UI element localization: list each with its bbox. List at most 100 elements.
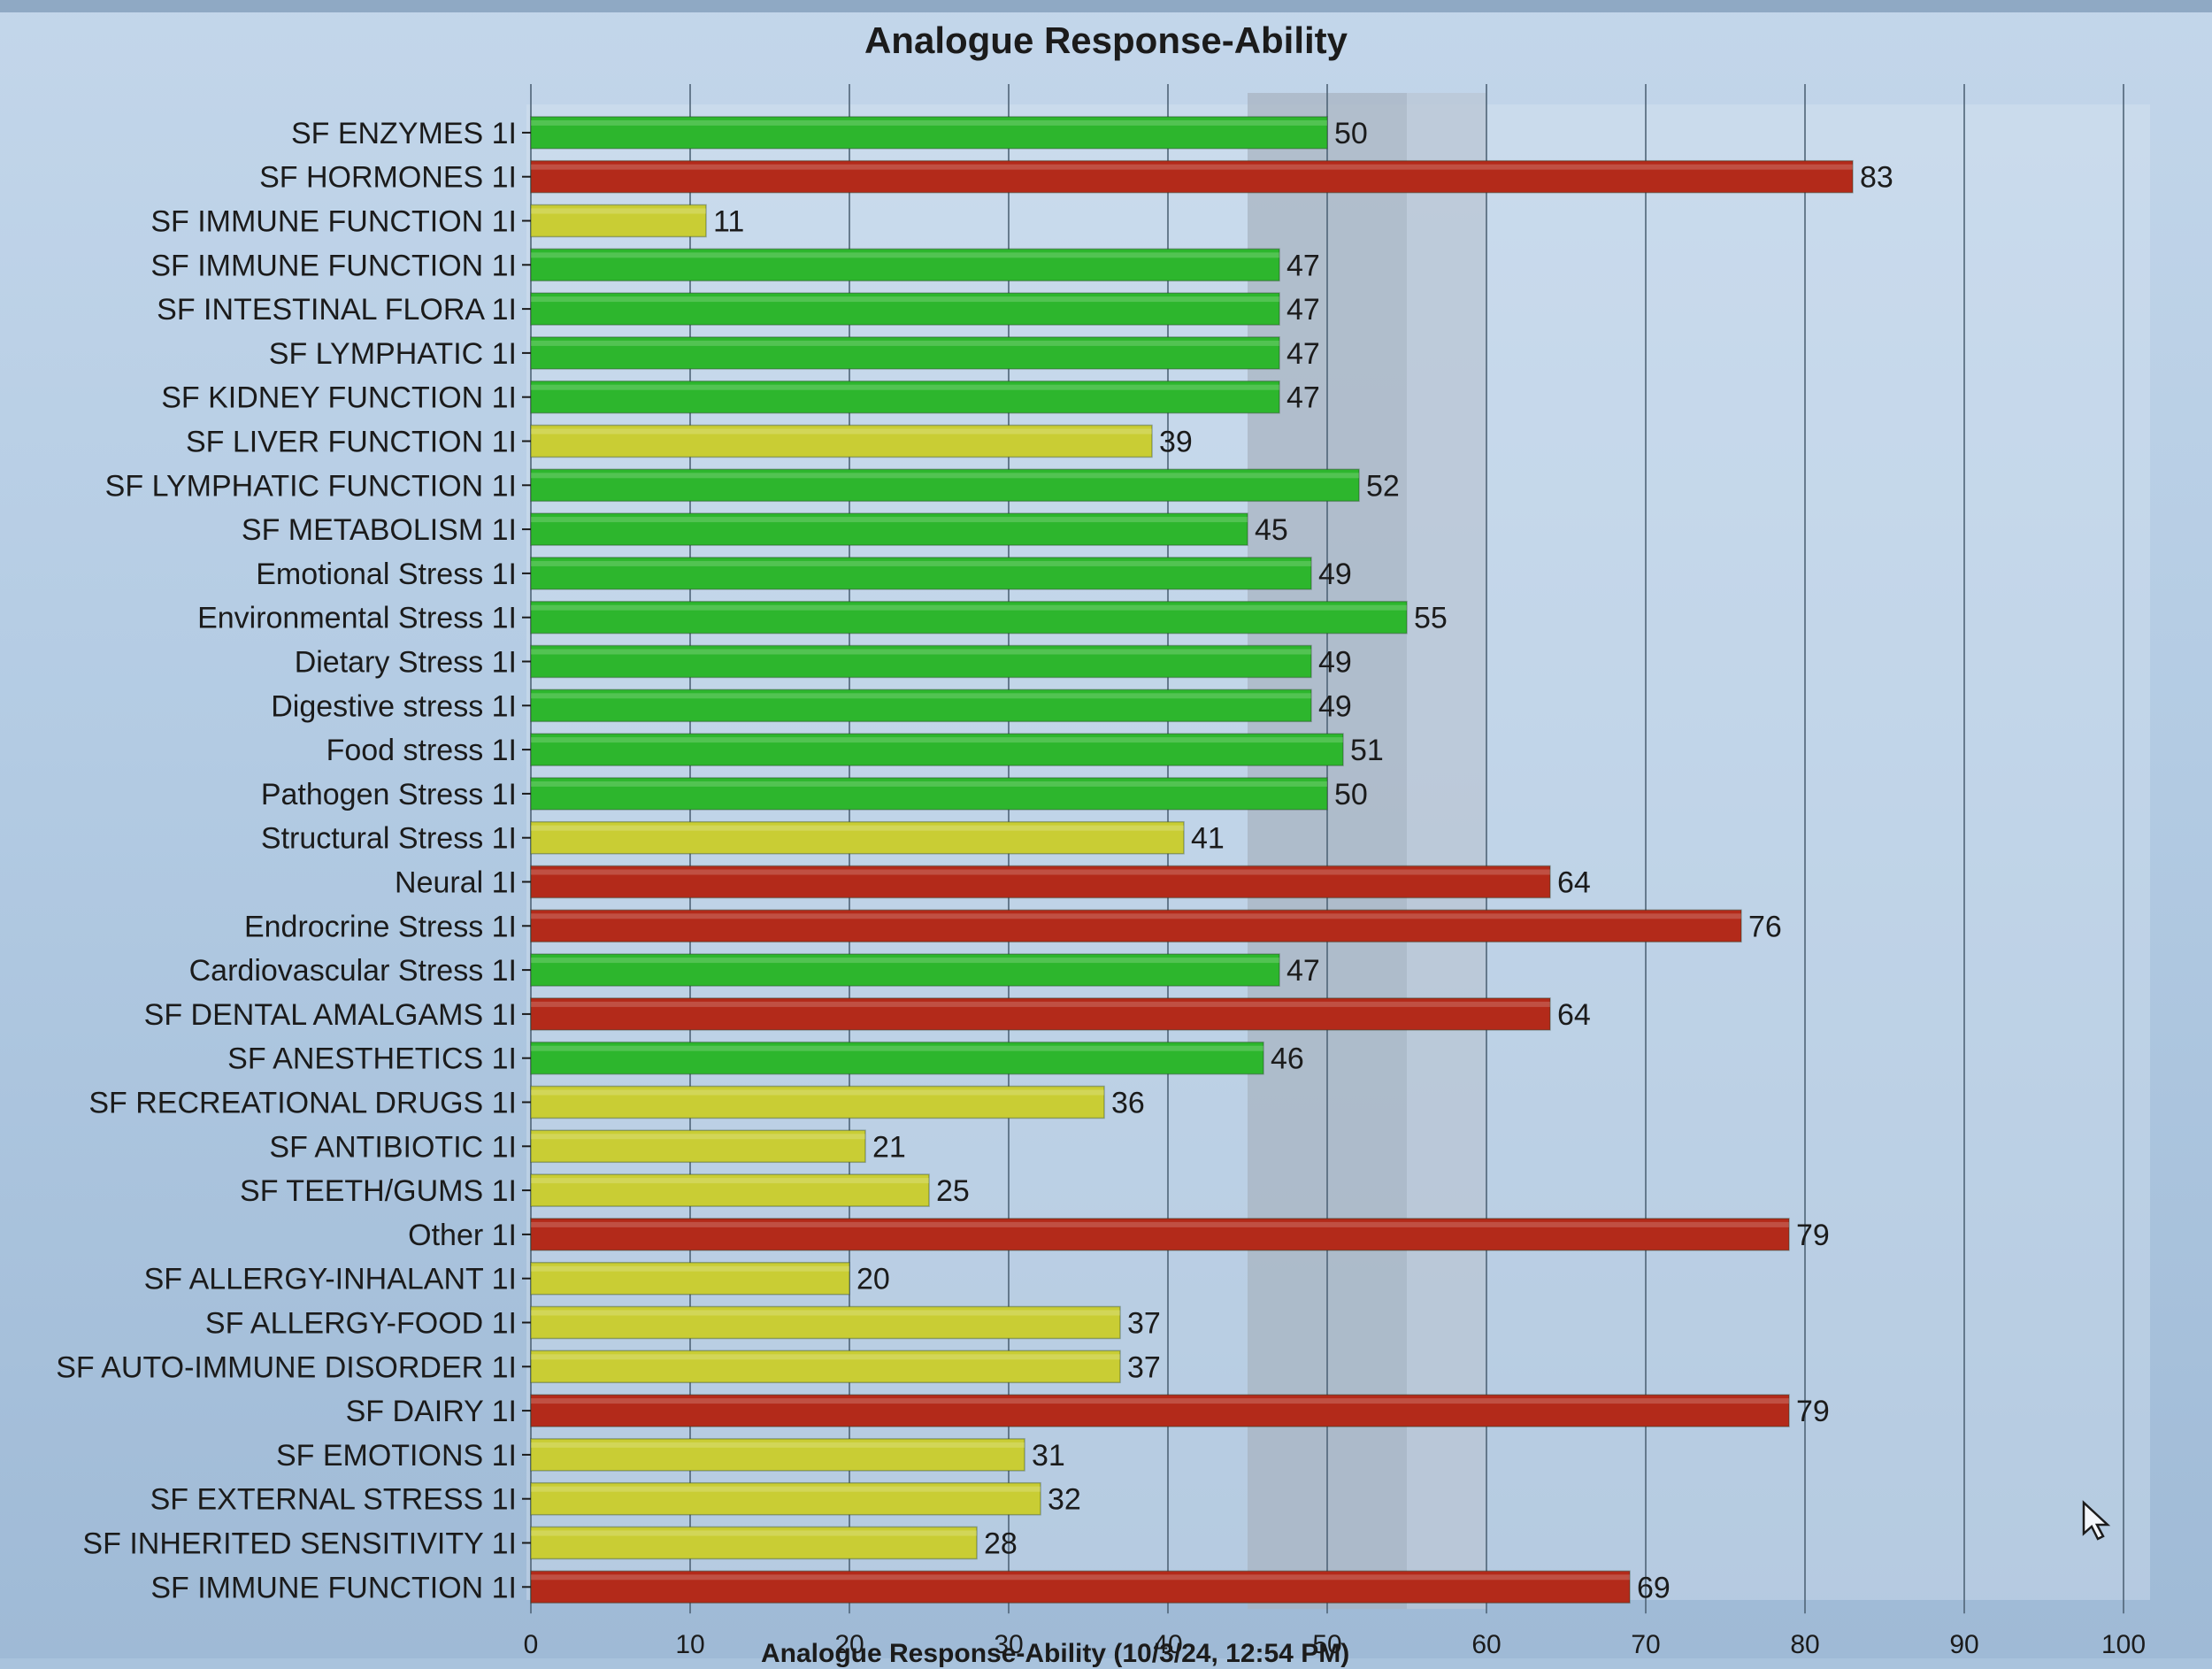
x-tick-label: 90 [1949,1630,1978,1658]
data-label: 79 [1796,1219,1830,1252]
category-label: Endrocrine Stress 1I [244,910,517,943]
category-label: SF IMMUNE FUNCTION 1I [150,249,517,282]
data-label: 76 [1748,910,1782,943]
bar-highlight [531,1089,1104,1096]
data-label: 47 [1286,249,1320,282]
data-label: 37 [1127,1350,1161,1384]
category-label: SF INHERITED SENSITIVITY 1I [82,1527,517,1561]
bar-highlight [531,1178,929,1184]
data-labels: 50 83 11 47 47 47 47 39 52 45 49 55 49 49 51 50 41 64 76 47… [713,117,1893,1604]
data-label: 31 [1032,1439,1065,1473]
bar-highlight [531,604,1407,611]
bar [530,1570,1631,1604]
bar [530,1394,1790,1427]
category-label: SF AUTO-IMMUNE DISORDER 1I [56,1350,517,1384]
x-axis-ticks: 0 10 20 30 40 50 60 70 80 90 100 [524,1630,2146,1658]
data-label: 45 [1255,513,1288,547]
data-label: 21 [872,1130,906,1164]
data-label: 32 [1048,1483,1081,1517]
bar [530,204,707,238]
bar-highlight [531,1045,1263,1051]
bar [530,1438,1025,1472]
data-label: 52 [1366,469,1400,503]
bar [530,1218,1790,1251]
bar [530,292,1280,326]
bar-highlight [531,781,1327,787]
bar [530,600,1408,635]
category-label: SF RECREATIONAL DRUGS 1I [88,1087,517,1120]
data-label: 47 [1286,381,1320,415]
bar-highlight [531,869,1550,875]
bar-highlight [531,296,1279,303]
bar-highlight [531,252,1279,258]
category-label: SF ALLERGY-INHALANT 1I [144,1263,517,1296]
data-label: 64 [1557,866,1591,900]
data-label: 50 [1334,117,1368,150]
category-label: SF LYMPHATIC 1I [269,337,517,371]
bar-highlight [531,693,1311,699]
bar-highlight [531,164,1853,170]
category-label: SF IMMUNE FUNCTION 1I [150,205,517,239]
bar [530,997,1551,1031]
data-label: 11 [713,205,744,239]
bar-highlight [531,428,1152,435]
category-label: Digestive stress 1I [271,689,517,723]
x-tick-label: 80 [1790,1630,1819,1658]
bar [530,1481,1041,1516]
bar [530,1129,866,1164]
x-tick-label: 20 [834,1630,864,1658]
bar-highlight [531,1265,849,1272]
data-label: 83 [1860,161,1893,195]
category-label: Pathogen Stress 1I [261,778,517,811]
bars [530,116,1854,1604]
data-label: 47 [1286,954,1320,988]
category-label: SF ANTIBIOTIC 1I [269,1130,517,1164]
bar-highlight [531,1001,1550,1007]
bar-highlight [531,560,1311,566]
bar [530,512,1248,546]
category-label: Environmental Stress 1I [197,602,517,635]
x-tick-label: 70 [1631,1630,1660,1658]
bar [530,1041,1264,1075]
bar [530,909,1742,943]
bar-highlight [531,825,1184,831]
data-label: 41 [1191,822,1225,856]
category-label: SF TEETH/GUMS 1I [240,1174,517,1208]
bar-highlight [531,517,1248,523]
x-tick-label: 30 [994,1630,1023,1658]
category-label: SF ANESTHETICS 1I [227,1042,517,1076]
category-label: Neural 1I [395,866,517,900]
bar-highlight [531,913,1741,919]
category-label: Cardiovascular Stress 1I [189,954,517,988]
bar-highlight [531,1354,1120,1360]
data-label: 28 [984,1527,1018,1561]
data-label: 55 [1414,602,1448,635]
bar-highlight [531,1221,1789,1227]
bar [530,1305,1121,1340]
reference-band-1 [1407,93,1486,1610]
data-label: 47 [1286,293,1320,327]
mouse-pointer-icon [2082,1500,2111,1541]
category-label: SF DENTAL AMALGAMS 1I [144,998,517,1032]
chart-title: Analogue Response-Ability [864,19,1348,61]
data-label: 36 [1111,1087,1145,1120]
data-label: 69 [1637,1571,1671,1604]
data-label: 46 [1271,1042,1304,1076]
window-top-edge [0,0,2212,12]
data-label: 49 [1318,558,1352,591]
data-label: 79 [1796,1395,1830,1428]
data-label: 49 [1318,689,1352,723]
bar-highlight [531,1530,977,1536]
bar-highlight [531,649,1311,655]
data-label: 47 [1286,337,1320,371]
bar-highlight [531,1486,1041,1492]
category-label: SF EMOTIONS 1I [276,1439,517,1473]
x-tick-label: 0 [524,1630,539,1658]
category-label: SF EXTERNAL STRESS 1I [150,1483,517,1517]
category-label: SF METABOLISM 1I [242,513,517,547]
category-label: SF HORMONES 1I [259,161,517,195]
bar [530,557,1312,590]
bar [530,644,1312,679]
